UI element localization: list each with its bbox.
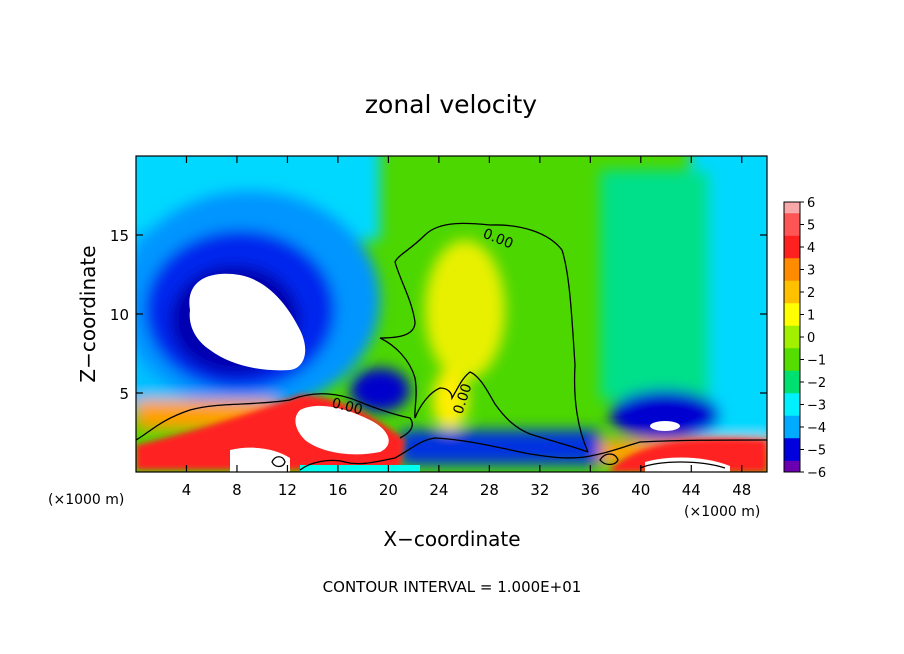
colorbar-swatch-6b	[784, 348, 800, 360]
colorbar-swatch-2b	[784, 258, 800, 270]
x-tick-label-36: 36	[581, 481, 600, 499]
colorbar-swatch-3a	[784, 269, 800, 282]
white-region-right	[650, 421, 680, 431]
colorbar-swatch-5a	[784, 314, 800, 327]
colorbar-label-8: −2	[807, 376, 826, 391]
y-axis-label: Z−coordinate	[76, 245, 100, 382]
colorbar-swatch-1b	[784, 235, 800, 248]
yellow-core	[425, 240, 505, 380]
white-region-upper-left	[189, 273, 306, 371]
contour-zero-small-blob	[271, 456, 286, 468]
chart-title: zonal velocity	[365, 90, 537, 119]
x-tick-label-8: 8	[232, 481, 242, 499]
colorbar-label-9: −3	[807, 399, 826, 414]
colorbar-label-2: 4	[807, 241, 815, 256]
colorbar-swatch-11b	[784, 460, 800, 473]
colorbar-swatch-9b	[784, 415, 800, 428]
white-region-lower	[295, 405, 389, 455]
colorbar-swatch-9a	[784, 404, 800, 417]
x-unit-left: (×1000 m)	[48, 492, 124, 508]
colorbar-swatch-11a	[784, 449, 800, 462]
colorbar-swatch-3b	[784, 280, 800, 293]
colorbar-label-12: −6	[807, 466, 826, 481]
zero-contours	[136, 222, 767, 471]
x-unit-right: (×1000 m)	[684, 504, 760, 520]
contour-zero-plume	[379, 222, 589, 453]
y-tick-label-10: 10	[110, 306, 129, 324]
x-tick-label-24: 24	[429, 481, 448, 499]
colorbar-swatch-7a	[784, 359, 800, 372]
x-tick-label-44: 44	[682, 481, 701, 499]
colorbar: 6 5 4 3 2 1 0 −1 −2 −3 −4 −5 −6	[783, 196, 826, 481]
colorbar-swatch-1a	[784, 224, 800, 237]
colorbar-swatch-8b	[784, 393, 800, 405]
x-tick-label-12: 12	[278, 481, 297, 499]
x-axis-label: X−coordinate	[383, 527, 520, 551]
contour-zero-bottom	[299, 437, 767, 471]
colorbar-swatch-7b	[784, 370, 800, 383]
colorbar-swatch-0b	[784, 213, 800, 225]
x-tick-label-16: 16	[328, 481, 347, 499]
y-tick-label-15: 15	[110, 227, 129, 245]
colorbar-swatch-0a	[784, 202, 800, 214]
colorbar-swatch-10a	[784, 427, 800, 439]
x-tick-label-40: 40	[631, 481, 650, 499]
x-tick-label-28: 28	[480, 481, 499, 499]
colorbar-label-7: −1	[807, 354, 826, 369]
colorbar-label-6: 0	[807, 331, 815, 346]
colorbar-label-11: −5	[807, 444, 826, 459]
colorbar-label-0: 6	[807, 196, 815, 211]
x-tick-label-4: 4	[182, 481, 192, 499]
y-tick-label-5: 5	[119, 385, 129, 403]
x-tick-label-48: 48	[732, 481, 751, 499]
colorbar-label-1: 5	[807, 219, 815, 234]
colorbar-label-5: 1	[807, 309, 815, 324]
colorbar-label-4: 2	[807, 286, 815, 301]
colorbar-label-10: −4	[807, 421, 826, 436]
colorbar-swatch-2a	[784, 247, 800, 259]
white-region-bottom-right	[645, 457, 730, 472]
y-axis: 5 10 15	[110, 227, 767, 403]
contour-zero-small-loop	[599, 453, 619, 466]
colorbar-swatch-5b	[784, 325, 800, 338]
colorbar-label-3: 3	[807, 264, 815, 279]
colorbar-swatch-10b	[784, 438, 800, 450]
cyan-strip-bottom	[300, 465, 420, 472]
blue-region-right	[610, 390, 720, 440]
x-axis: 4 8 12 16 20 24 28 32 36 40 44 48	[182, 156, 751, 499]
x-tick-label-20: 20	[379, 481, 398, 499]
contour-interval-note: CONTOUR INTERVAL = 1.000E+01	[323, 578, 582, 596]
teal-region-right	[600, 170, 710, 400]
colorbar-swatch-6a	[784, 337, 800, 349]
contour-label-left: 0.00	[330, 395, 364, 418]
x-tick-label-32: 32	[530, 481, 549, 499]
colorbar-swatch-4b	[784, 303, 800, 315]
velocity-field	[136, 156, 767, 472]
colorbar-swatch-8a	[784, 382, 800, 394]
colorbar-swatch-4a	[784, 292, 800, 304]
blue-lobe-mid	[350, 368, 410, 412]
contour-zero-lower-left	[136, 393, 413, 441]
contour-zero-bottom-right	[639, 461, 726, 469]
